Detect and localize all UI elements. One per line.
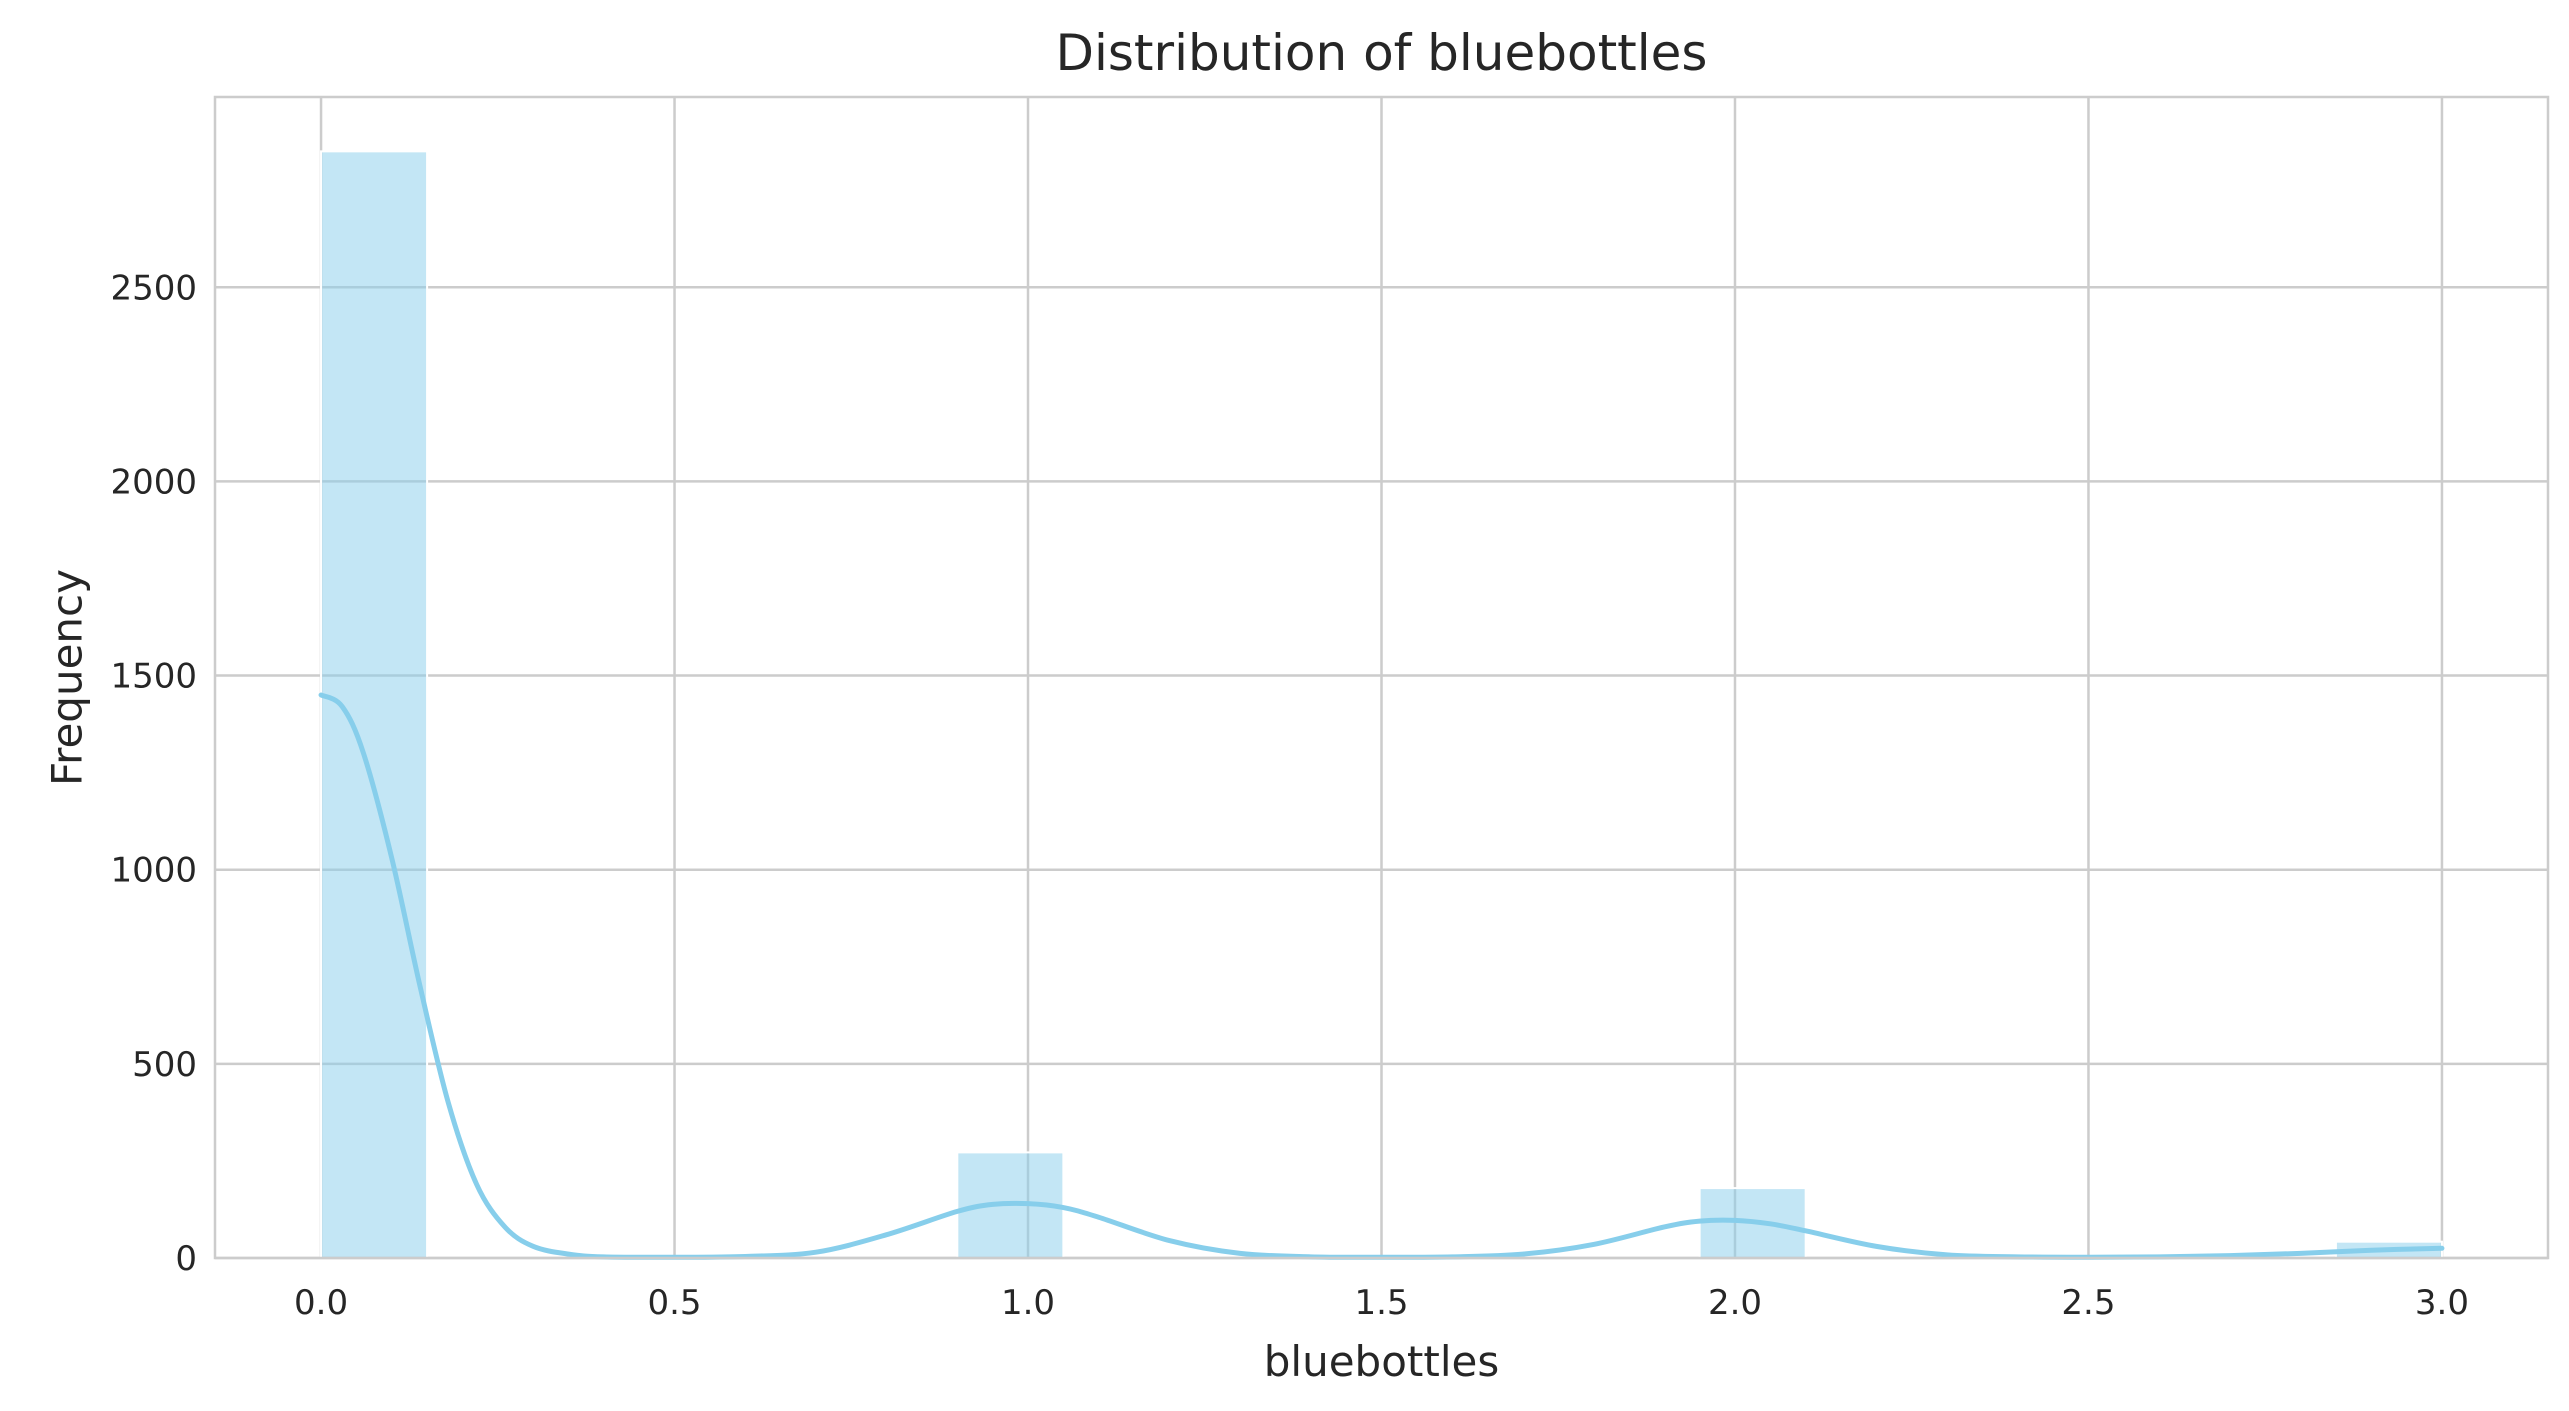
x-tick-label: 0.0 <box>294 1283 348 1323</box>
y-tick-label: 2000 <box>110 462 197 502</box>
kde-curve <box>318 692 2445 1260</box>
y-tick-label: 1000 <box>110 851 197 891</box>
x-tick-labels: 0.0 0.5 1.0 1.5 2.0 2.5 3.0 <box>294 1283 2469 1323</box>
chart-title: Distribution of bluebottles <box>1055 24 1707 82</box>
x-axis-label: bluebottles <box>1264 1337 1499 1386</box>
y-tick-label: 1500 <box>110 657 197 697</box>
y-tick-label: 500 <box>132 1045 197 1085</box>
kde-curve-group <box>318 692 2445 1260</box>
y-tick-label: 2500 <box>110 268 197 308</box>
x-tick-label: 1.0 <box>1001 1283 1055 1323</box>
x-tick-label: 2.0 <box>1708 1283 1762 1323</box>
x-tick-label: 2.5 <box>2061 1283 2115 1323</box>
x-tick-label: 0.5 <box>647 1283 701 1323</box>
y-tick-label: 0 <box>175 1239 197 1279</box>
y-axis-label: Frequency <box>43 569 92 786</box>
plot-area-frame <box>213 95 2550 1260</box>
grid-lines <box>215 97 2548 1260</box>
x-tick-label: 1.5 <box>1354 1283 1408 1323</box>
y-tick-labels: 0 500 1000 1500 2000 2500 <box>110 268 197 1279</box>
histogram-bar <box>320 150 429 1259</box>
x-tick-label: 3.0 <box>2415 1283 2469 1323</box>
